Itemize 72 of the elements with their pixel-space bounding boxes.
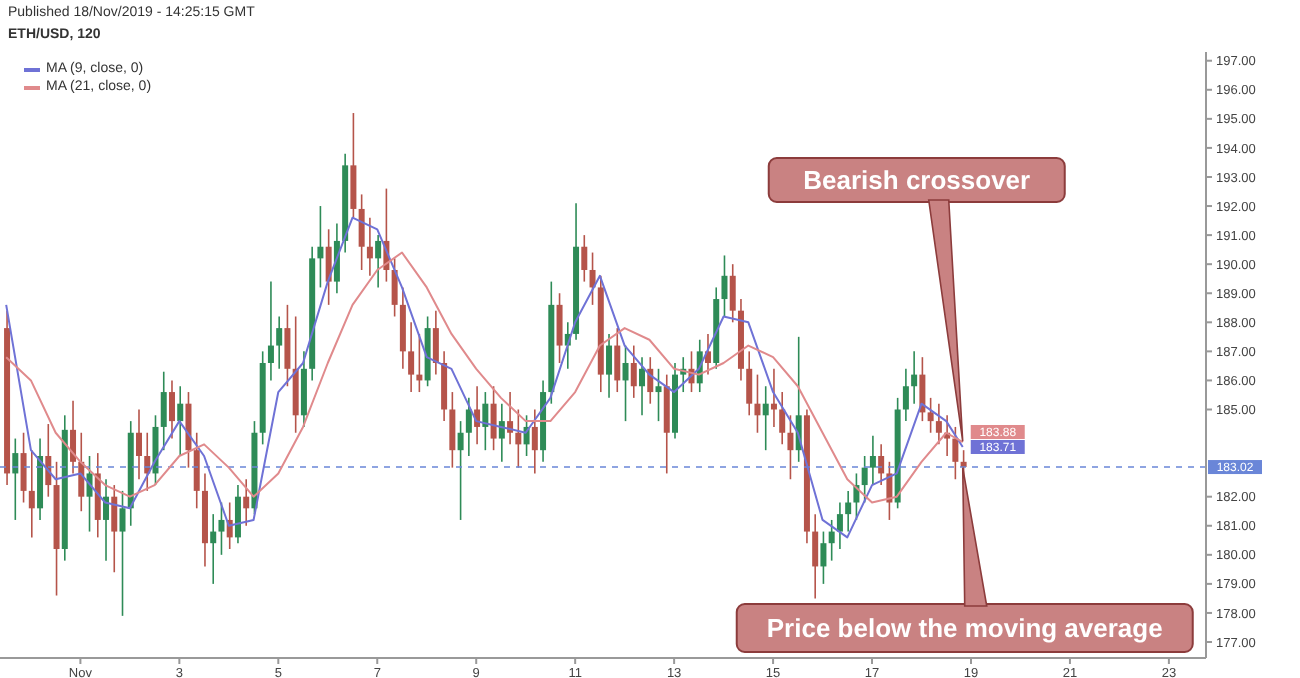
candlestick (589, 251, 596, 306)
candlestick (581, 234, 588, 283)
candlestick (408, 321, 415, 393)
candlestick (886, 461, 893, 521)
candlestick (762, 385, 769, 451)
candlestick (193, 431, 200, 510)
candlestick (927, 397, 934, 434)
line-series (5, 251, 964, 504)
candlestick (729, 263, 736, 324)
candlestick (234, 484, 241, 544)
candlestick (300, 350, 307, 428)
candlestick (622, 344, 629, 422)
candlestick (350, 112, 357, 219)
candlestick (614, 327, 621, 393)
annotation: Price below the moving average (766, 613, 1163, 643)
candlestick (606, 333, 613, 399)
candlestick (160, 370, 167, 451)
candlestick (267, 280, 274, 382)
candlestick (168, 379, 175, 440)
candlestick (28, 449, 35, 539)
candlestick (911, 350, 918, 405)
candlestick (869, 434, 876, 486)
candlestick (721, 254, 728, 318)
candlestick (482, 391, 489, 451)
candlestick (902, 368, 909, 422)
candlestick (787, 414, 794, 481)
candlestick (136, 408, 142, 481)
candlestick (465, 397, 472, 457)
candlestick (399, 286, 406, 370)
candlestick (276, 315, 283, 370)
candlestick (358, 193, 365, 271)
candlestick (449, 391, 456, 469)
candlestick (185, 391, 192, 469)
candlestick (432, 309, 439, 376)
candlestick (119, 490, 126, 617)
candlestick (317, 205, 324, 289)
candlestick (639, 356, 646, 417)
candlestick (391, 257, 398, 318)
candlestick (457, 420, 464, 521)
candlestick (812, 513, 819, 600)
candlestick (70, 399, 77, 475)
candlestick (779, 391, 786, 446)
candlestick (935, 402, 942, 446)
candlestick (845, 490, 852, 533)
candlestick (243, 478, 250, 527)
candlestick (366, 216, 373, 277)
line-series (5, 216, 964, 539)
candlestick (177, 385, 184, 457)
candlestick (490, 385, 497, 451)
candlestick (754, 373, 761, 434)
candlestick (836, 501, 843, 550)
candlestick (292, 315, 299, 434)
candlestick (556, 292, 563, 364)
candlestick (375, 234, 382, 289)
candlestick (655, 368, 662, 422)
candlestick (111, 484, 118, 574)
candlestick (498, 402, 505, 463)
candlestick (861, 455, 868, 504)
candlestick (210, 513, 217, 585)
candlestick (952, 426, 959, 481)
candlestick (630, 344, 637, 399)
candlestick (20, 431, 27, 504)
candlestick (663, 373, 670, 475)
candlestick (515, 408, 522, 469)
candlestick (441, 350, 448, 422)
candlestick (878, 443, 885, 486)
annotation: Bearish crossover (803, 165, 1031, 195)
candlestick (284, 304, 291, 388)
candlestick (828, 519, 835, 562)
candlestick (746, 350, 753, 417)
candlestick (531, 408, 538, 475)
candlestick (820, 530, 827, 585)
